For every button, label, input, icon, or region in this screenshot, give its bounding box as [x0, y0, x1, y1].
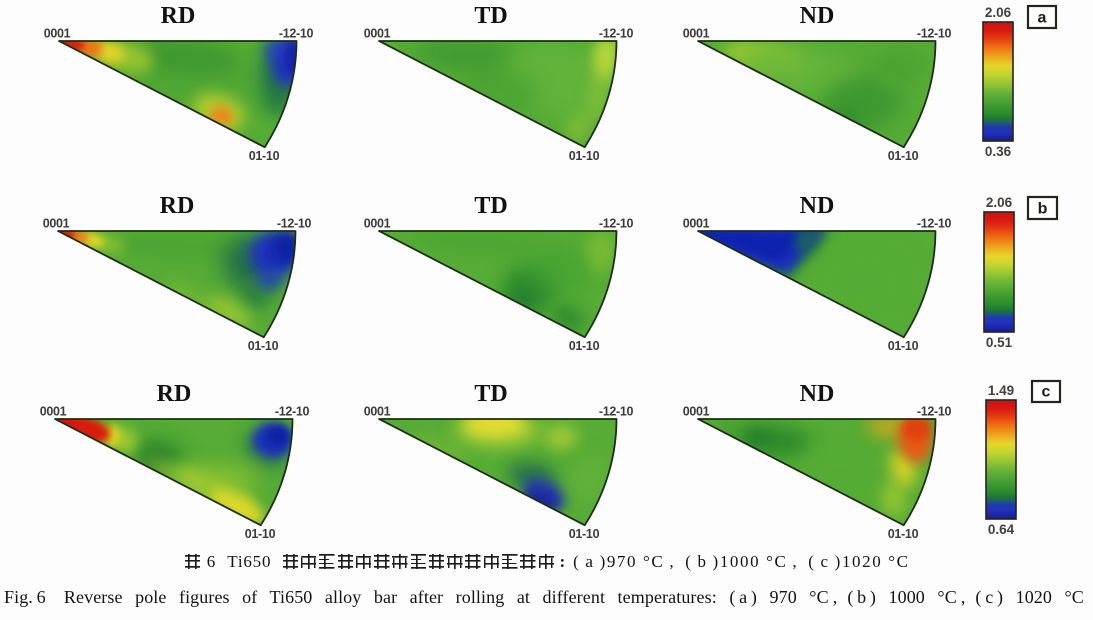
svg-text:0001: 0001 — [683, 405, 710, 419]
svg-text:b: b — [1038, 201, 1048, 218]
svg-text:0001: 0001 — [364, 217, 391, 231]
svg-text:a: a — [1038, 10, 1047, 27]
svg-text:01-10: 01-10 — [569, 527, 600, 541]
svg-text:0001: 0001 — [364, 405, 391, 419]
svg-text:0001: 0001 — [40, 405, 67, 419]
svg-text:2.06: 2.06 — [985, 5, 1012, 20]
svg-text:-12-10: -12-10 — [277, 217, 312, 231]
svg-text:ND: ND — [800, 193, 835, 219]
svg-text:-12-10: -12-10 — [917, 27, 952, 41]
svg-text:-12-10: -12-10 — [599, 27, 634, 41]
svg-text:01-10: 01-10 — [888, 339, 919, 353]
svg-text:-12-10: -12-10 — [917, 217, 952, 231]
svg-text:-12-10: -12-10 — [599, 405, 634, 419]
svg-text:0.36: 0.36 — [985, 144, 1012, 159]
svg-text:0001: 0001 — [683, 27, 710, 41]
svg-text:0001: 0001 — [43, 217, 70, 231]
svg-text:0001: 0001 — [683, 217, 710, 231]
svg-text:-12-10: -12-10 — [275, 405, 310, 419]
svg-text:TD: TD — [474, 3, 507, 29]
svg-text:0001: 0001 — [44, 27, 71, 41]
svg-text:1.49: 1.49 — [988, 383, 1014, 398]
svg-text:c: c — [1042, 384, 1051, 401]
svg-text:0001: 0001 — [364, 27, 391, 41]
svg-text:TD: TD — [474, 193, 507, 219]
svg-text:0.64: 0.64 — [988, 522, 1015, 537]
svg-text:RD: RD — [160, 193, 195, 219]
svg-text:01-10: 01-10 — [248, 339, 279, 353]
svg-text:01-10: 01-10 — [249, 149, 280, 163]
svg-text:01-10: 01-10 — [888, 527, 919, 541]
svg-text:01-10: 01-10 — [888, 149, 919, 163]
svg-text:ND: ND — [800, 381, 835, 407]
svg-text:01-10: 01-10 — [569, 339, 600, 353]
svg-text:01-10: 01-10 — [569, 149, 600, 163]
svg-text:0.51: 0.51 — [986, 335, 1013, 350]
svg-text:-12-10: -12-10 — [279, 27, 314, 41]
svg-text:ND: ND — [800, 3, 835, 29]
svg-text:-12-10: -12-10 — [917, 405, 952, 419]
svg-text:RD: RD — [157, 381, 192, 407]
svg-text:-12-10: -12-10 — [599, 217, 634, 231]
svg-text:TD: TD — [474, 381, 507, 407]
svg-text:2.06: 2.06 — [986, 195, 1013, 210]
svg-text:01-10: 01-10 — [245, 527, 276, 541]
svg-text:RD: RD — [161, 3, 196, 29]
